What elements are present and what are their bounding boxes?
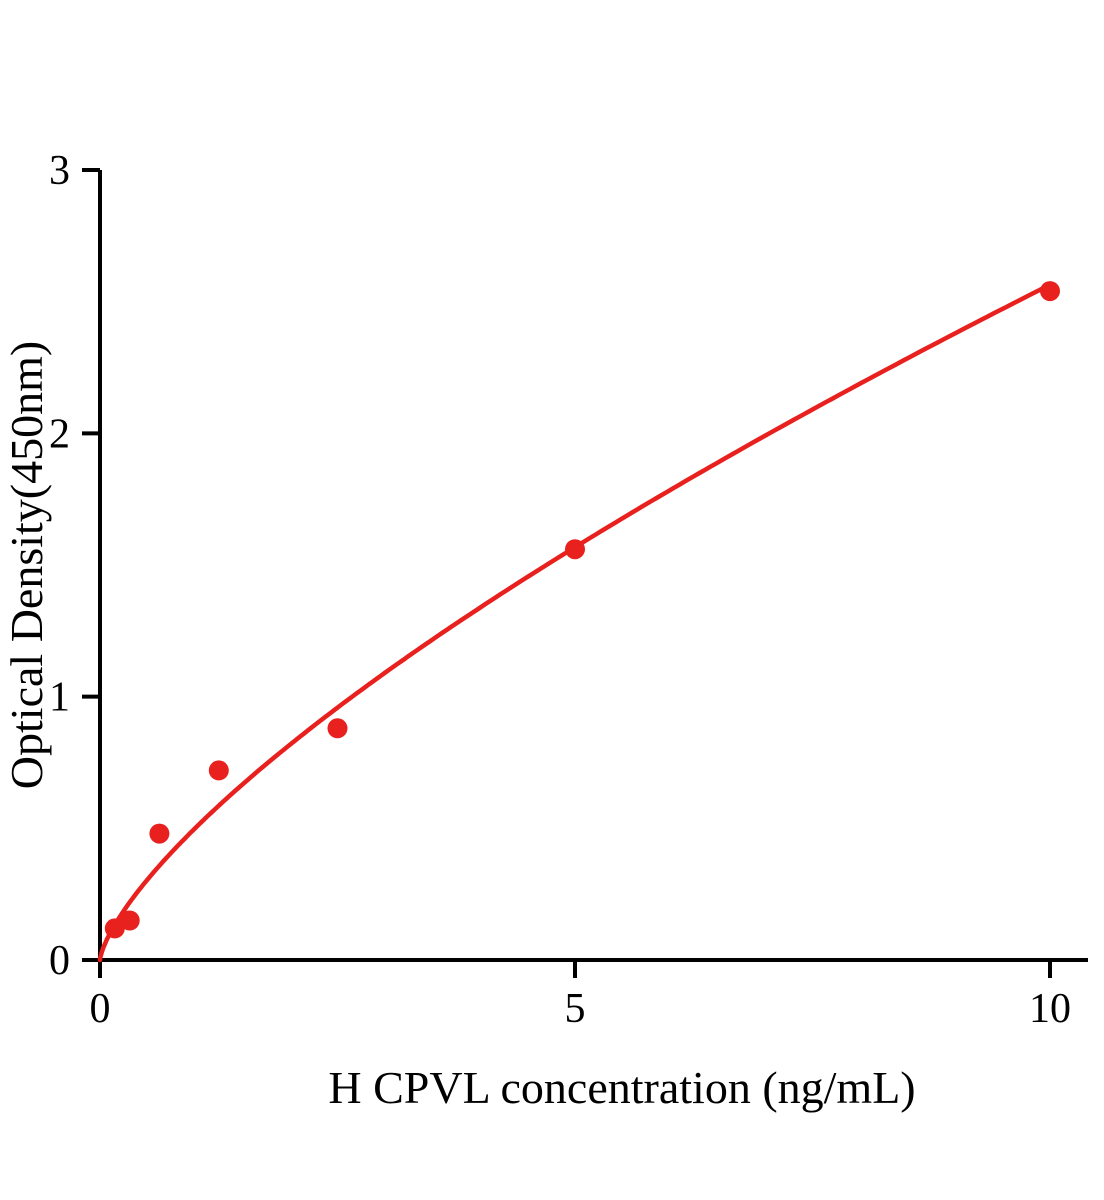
axis-lines — [98, 170, 1088, 962]
y-tick-label: 0 — [49, 938, 70, 984]
data-point — [565, 539, 585, 560]
x-tick-label: 0 — [90, 986, 111, 1032]
data-point — [208, 760, 229, 781]
data-point — [104, 918, 125, 939]
axes — [98, 170, 1088, 962]
y-tick-label: 3 — [49, 148, 70, 194]
data-point — [327, 718, 348, 739]
y-axis-title: Optical Density(450nm) — [1, 341, 52, 789]
data-point — [1040, 281, 1060, 302]
y-tick-label: 2 — [49, 411, 70, 457]
axis-tick-labels: 0 5 10 0 1 2 3 — [49, 148, 1071, 1032]
fit-curve — [97, 282, 1053, 963]
data-point — [149, 823, 170, 844]
y-tick-label: 1 — [49, 675, 70, 721]
data-point — [119, 910, 140, 931]
x-tick-label: 5 — [565, 986, 586, 1032]
data-points — [104, 281, 1060, 939]
x-axis-title: H CPVL concentration (ng/mL) — [328, 1062, 915, 1113]
x-tick-label: 10 — [1029, 986, 1071, 1032]
axis-ticks — [82, 168, 1052, 978]
